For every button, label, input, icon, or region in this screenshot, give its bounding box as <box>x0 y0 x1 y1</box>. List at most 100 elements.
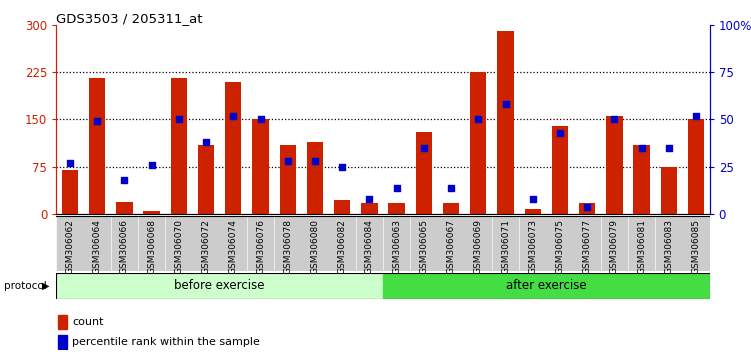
Bar <box>416 132 432 214</box>
Bar <box>524 209 541 214</box>
Bar <box>602 216 627 271</box>
Bar <box>193 216 219 271</box>
Bar <box>279 145 296 214</box>
Bar <box>139 216 164 271</box>
Text: before exercise: before exercise <box>174 279 265 292</box>
Bar <box>575 216 600 271</box>
Bar <box>166 216 192 271</box>
Bar <box>221 216 246 271</box>
Point <box>554 130 566 136</box>
Point <box>499 102 511 107</box>
Bar <box>683 216 709 271</box>
Text: GSM306073: GSM306073 <box>528 219 537 274</box>
Bar <box>520 216 545 271</box>
Bar <box>361 203 378 214</box>
Text: GSM306070: GSM306070 <box>174 219 183 274</box>
Text: GSM306082: GSM306082 <box>338 219 347 274</box>
Text: GSM306064: GSM306064 <box>92 219 101 274</box>
Bar <box>383 273 710 299</box>
Bar <box>59 315 68 329</box>
Point <box>173 116 185 122</box>
Point <box>363 196 376 202</box>
Point <box>200 139 212 145</box>
Bar <box>443 203 459 214</box>
Text: GSM306063: GSM306063 <box>392 219 401 274</box>
Point <box>309 158 321 164</box>
Point <box>581 204 593 210</box>
Bar <box>470 72 487 214</box>
Text: GSM306062: GSM306062 <box>65 219 74 274</box>
Text: GSM306074: GSM306074 <box>229 219 238 274</box>
Bar <box>629 216 654 271</box>
Point <box>391 185 403 190</box>
Point <box>608 116 620 122</box>
Bar <box>661 167 677 214</box>
Text: GSM306067: GSM306067 <box>447 219 456 274</box>
Bar <box>330 216 355 271</box>
Point <box>690 113 702 119</box>
Point <box>282 158 294 164</box>
Bar <box>384 216 409 271</box>
Bar <box>497 31 514 214</box>
Text: GSM306084: GSM306084 <box>365 219 374 274</box>
Bar <box>143 211 160 214</box>
Point <box>64 160 76 166</box>
Bar <box>439 216 464 271</box>
Bar <box>606 116 623 214</box>
Point <box>635 145 647 151</box>
Text: ▶: ▶ <box>42 281 50 291</box>
Point <box>445 185 457 190</box>
Bar <box>252 119 269 214</box>
Bar <box>89 79 105 214</box>
Bar <box>547 216 573 271</box>
Text: GSM306065: GSM306065 <box>419 219 428 274</box>
Bar <box>275 216 300 271</box>
Bar <box>59 335 68 348</box>
Bar <box>306 142 323 214</box>
Bar <box>198 145 214 214</box>
Text: GSM306076: GSM306076 <box>256 219 265 274</box>
Bar <box>357 216 382 271</box>
Text: GSM306081: GSM306081 <box>637 219 646 274</box>
Text: percentile rank within the sample: percentile rank within the sample <box>72 337 260 347</box>
Bar <box>334 200 350 214</box>
Bar <box>116 201 132 214</box>
Text: GSM306068: GSM306068 <box>147 219 156 274</box>
Point <box>663 145 675 151</box>
Point <box>91 119 103 124</box>
Text: after exercise: after exercise <box>506 279 587 292</box>
Text: count: count <box>72 318 104 327</box>
Point <box>472 116 484 122</box>
Bar <box>388 203 405 214</box>
Text: GSM306066: GSM306066 <box>120 219 129 274</box>
Point <box>336 164 348 170</box>
Bar <box>552 126 568 214</box>
Bar <box>493 216 518 271</box>
Text: GSM306078: GSM306078 <box>283 219 292 274</box>
Bar <box>656 216 682 271</box>
Bar <box>466 216 491 271</box>
Bar <box>688 119 704 214</box>
Bar <box>225 81 241 214</box>
Text: protocol: protocol <box>4 281 47 291</box>
Point <box>146 162 158 168</box>
Bar <box>579 203 596 214</box>
Text: GSM306069: GSM306069 <box>474 219 483 274</box>
Text: GSM306072: GSM306072 <box>201 219 210 274</box>
Bar <box>248 216 273 271</box>
Point <box>418 145 430 151</box>
Bar <box>112 216 137 271</box>
Bar <box>302 216 327 271</box>
Text: GSM306077: GSM306077 <box>583 219 592 274</box>
Bar <box>62 170 78 214</box>
Text: GSM306085: GSM306085 <box>692 219 701 274</box>
Bar <box>84 216 110 271</box>
Text: GSM306083: GSM306083 <box>665 219 674 274</box>
Bar <box>57 216 83 271</box>
Bar <box>170 79 187 214</box>
Bar <box>56 273 383 299</box>
Text: GSM306080: GSM306080 <box>310 219 319 274</box>
Point <box>119 177 131 183</box>
Bar <box>633 145 650 214</box>
Point <box>526 196 538 202</box>
